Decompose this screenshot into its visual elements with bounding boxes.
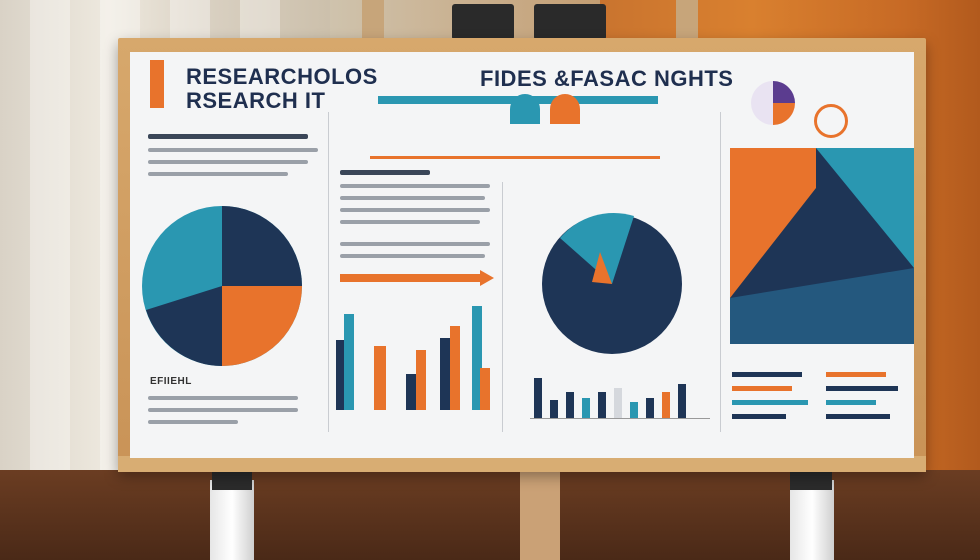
pie-chart-left — [142, 206, 302, 366]
hbar — [826, 414, 890, 419]
hbar — [826, 372, 886, 377]
panel-orange-shape — [730, 148, 816, 298]
title-right: FIDES &FASAC NGHTS — [480, 66, 734, 91]
text-line — [148, 134, 308, 139]
panel-blue-shape — [730, 268, 914, 344]
infographic-panel — [730, 148, 914, 344]
hbar — [826, 400, 876, 405]
panel-teal-shape — [816, 148, 914, 268]
text-line — [340, 254, 485, 258]
bar — [450, 326, 460, 410]
hbar — [732, 372, 802, 377]
donut-icon — [751, 81, 795, 125]
bar — [614, 388, 622, 418]
half-circle-orange — [550, 94, 580, 124]
easel-clip — [534, 4, 606, 40]
bar — [582, 398, 590, 418]
hbar — [826, 386, 898, 391]
arrow-head-icon — [480, 270, 494, 286]
easel-leg — [210, 480, 254, 560]
text-line — [340, 208, 490, 212]
bar — [678, 384, 686, 418]
text-line — [148, 148, 318, 152]
easel-leg-joint — [790, 470, 832, 490]
text-line — [340, 170, 430, 175]
half-circle-teal — [510, 94, 540, 124]
bar — [406, 374, 416, 410]
bar — [534, 378, 542, 418]
title-accent-bar — [150, 60, 164, 108]
title-left-line1: RESEARCHOLOS — [186, 64, 378, 89]
easel-post — [362, 0, 384, 42]
bar — [416, 350, 426, 410]
easel-leg — [790, 480, 834, 560]
divider — [328, 112, 329, 432]
text-line — [148, 172, 288, 176]
poster-board: RESEARCHOLOS RSEARCH IT FIDES &FASAC NGH… — [130, 52, 914, 458]
bar — [374, 346, 386, 410]
bar — [630, 402, 638, 418]
text-line — [148, 396, 298, 400]
bar — [646, 398, 654, 418]
easel-leg-joint — [212, 470, 252, 490]
easel-clip — [452, 4, 514, 40]
pie-slice-teal — [560, 212, 634, 284]
bar — [598, 392, 606, 418]
pie-chart-middle — [542, 212, 682, 354]
divider — [502, 182, 503, 432]
easel-tray — [118, 456, 926, 472]
pie-slice-navy — [222, 206, 302, 286]
bar — [662, 392, 670, 418]
bar — [440, 338, 450, 410]
window-blind — [30, 0, 70, 470]
hbar — [732, 400, 808, 405]
bar — [566, 392, 574, 418]
bar — [472, 306, 482, 410]
axis-line — [530, 418, 710, 419]
bar — [344, 314, 354, 410]
hbar — [732, 414, 786, 419]
bar — [480, 368, 490, 410]
easel-center-leg — [520, 470, 560, 560]
bar — [336, 340, 346, 410]
pie-slice-orange — [592, 252, 612, 284]
text-line — [340, 196, 485, 200]
text-line — [148, 408, 298, 412]
divider — [720, 112, 721, 432]
pie-slice-orange — [222, 286, 302, 366]
text-line — [340, 242, 490, 246]
text-line — [340, 184, 490, 188]
pie-slice-navy — [146, 286, 222, 366]
text-line — [148, 160, 308, 164]
easel-post — [676, 0, 698, 42]
bar — [550, 400, 558, 418]
badge-icon — [814, 104, 848, 138]
title-left-line2: RSEARCH IT — [186, 88, 326, 113]
section-label-efiiehl: EFIIEHL — [150, 376, 192, 387]
header-underline — [370, 156, 660, 159]
arrow-bar — [340, 274, 480, 282]
hbar — [732, 386, 792, 391]
text-line — [340, 220, 480, 224]
text-line — [148, 420, 238, 424]
